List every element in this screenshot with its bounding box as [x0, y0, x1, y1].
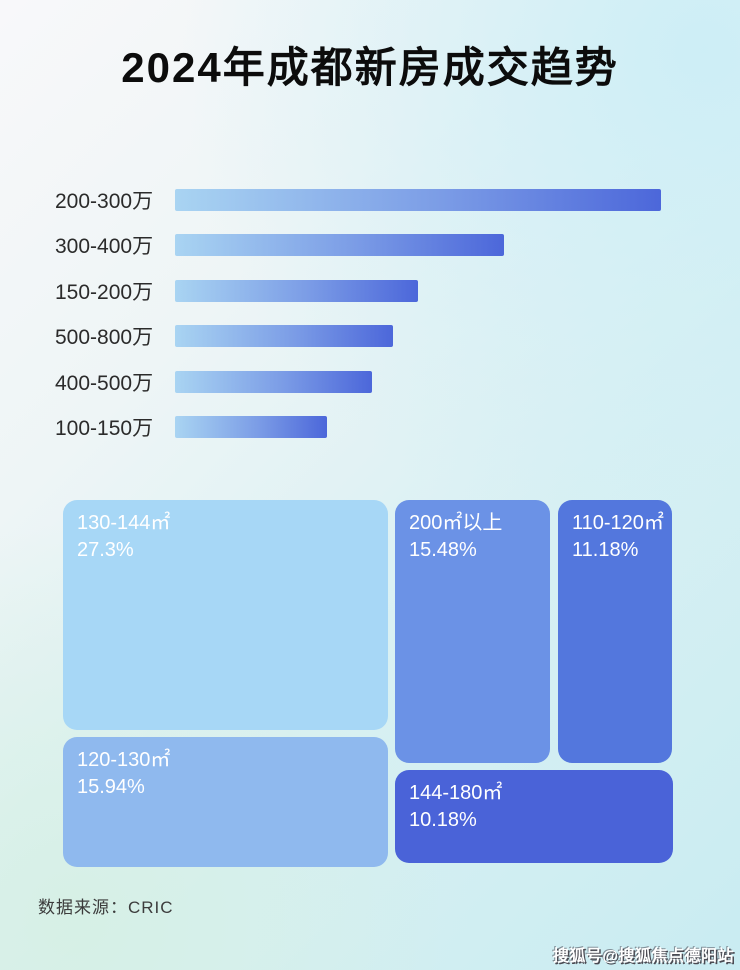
treemap-tile: 110-120㎡ 11.18% — [558, 500, 672, 763]
treemap-tile: 144-180㎡ 10.18% — [395, 770, 673, 863]
tile-value: 15.94% — [77, 776, 145, 798]
tile-value: 10.18% — [409, 809, 477, 831]
bar-label: 200-300万 — [55, 189, 154, 213]
tile-value: 27.3% — [77, 539, 134, 561]
bar — [175, 234, 504, 257]
bar-track — [175, 416, 661, 439]
bar-label: 500-800万 — [55, 326, 154, 350]
bar-label: 300-400万 — [55, 235, 154, 259]
bar — [175, 370, 373, 393]
treemap-tile: 130-144㎡ 27.3% — [63, 500, 388, 730]
treemap-tile: 120-130㎡ 15.94% — [63, 737, 388, 867]
tile-value: 15.48% — [409, 539, 477, 561]
bar-track — [175, 370, 661, 393]
treemap: 130-144㎡ 27.3% 120-130㎡ 15.94% 200㎡以上 15… — [63, 497, 673, 867]
page-title: 2024年成都新房成交趋势 — [121, 44, 619, 91]
bar-label: 100-150万 — [55, 417, 154, 441]
data-source-label: 数据来源：CRIC — [38, 898, 174, 917]
treemap-tile: 200㎡以上 15.48% — [395, 500, 550, 763]
bar — [175, 188, 661, 211]
bar-track — [175, 234, 661, 257]
watermark: 搜狐号@搜狐焦点德阳站 — [552, 948, 734, 965]
bar-label: 400-500万 — [55, 371, 154, 395]
bar-row: 300-400万 — [55, 223, 685, 269]
bar-row: 400-500万 — [55, 359, 685, 405]
bar-chart: 200-300万 300-400万 150-200万 500-800万 400-… — [55, 177, 685, 450]
bar-label: 150-200万 — [55, 280, 154, 304]
bar — [175, 279, 419, 302]
tile-label: 144-180㎡ — [409, 782, 503, 804]
tile-label: 110-120㎡ — [572, 512, 664, 534]
bar — [175, 416, 328, 439]
bar — [175, 325, 394, 348]
bar-track — [175, 325, 661, 348]
bar-row: 500-800万 — [55, 314, 685, 360]
bar-row: 150-200万 — [55, 268, 685, 314]
bar-track — [175, 279, 661, 302]
tile-label: 130-144㎡ — [77, 512, 171, 534]
bar-row: 100-150万 — [55, 405, 685, 451]
tile-value: 11.18% — [572, 539, 639, 561]
bar-track — [175, 188, 661, 211]
tile-label: 120-130㎡ — [77, 749, 171, 771]
tile-label: 200㎡以上 — [409, 512, 503, 534]
bar-row: 200-300万 — [55, 177, 685, 223]
